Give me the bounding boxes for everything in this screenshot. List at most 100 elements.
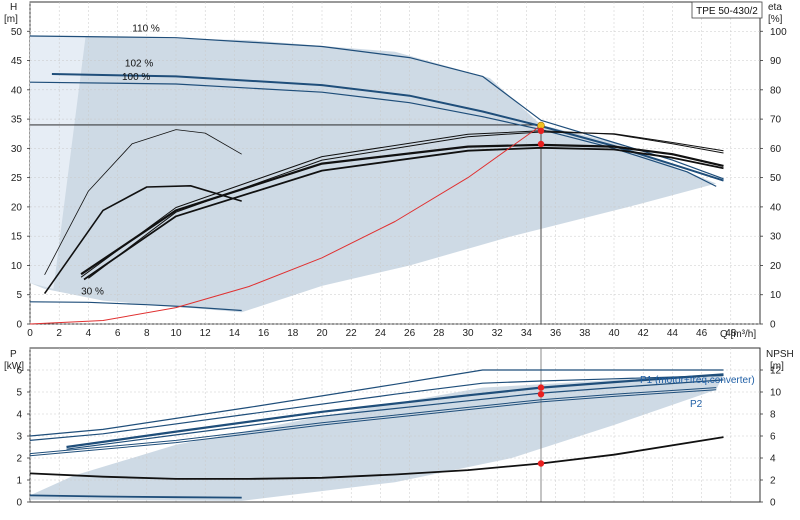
y-right-tick-label: 30 [770,232,782,243]
y-tick-label: 35 [11,115,23,126]
y-tick-label: 50 [11,27,23,38]
y-right-tick-label: 20 [770,261,782,272]
series-line-4 [29,387,717,455]
h-axis-label: H [10,2,17,13]
y-tick-label: 3 [16,432,22,443]
series-line-6 [80,130,724,278]
series-line-7 [88,131,724,279]
legend-p1: P1 (motor+freq.converter) [640,375,755,386]
x-tick-label: 12 [200,328,212,339]
x-tick-label: 40 [608,328,620,339]
p-axis-unit: [kW] [4,361,24,372]
y-tick-label: 40 [11,85,23,96]
y-right-tick-label: 90 [770,56,782,67]
y-tick-label: 0 [16,498,22,509]
duty-point-marker [537,384,545,391]
duty-point-marker [537,460,545,467]
y-tick-label: 5 [16,388,22,399]
y-right-tick-label: 0 [770,320,776,331]
series-line-5 [83,146,724,281]
duty-point-marker [537,391,545,398]
x-tick-label: 38 [579,328,591,339]
y-tick-label: 15 [11,232,23,243]
y-tick-label: 1 [16,476,22,487]
x-tick-label: 46 [696,328,708,339]
p-axis-label: P [10,349,17,360]
x-tick-label: 18 [287,328,299,339]
y-right-tick-label: 4 [770,454,776,465]
y-right-tick-label: 70 [770,115,782,126]
x-tick-label: 8 [144,328,150,339]
y-right-tick-label: 2 [770,476,776,487]
x-tick-label: 10 [170,328,182,339]
y-tick-label: 30 [11,144,23,155]
chart-title-box: TPE 50-430/2 [691,1,763,19]
chart-title: TPE 50-430/2 [696,6,758,17]
y-tick-label: 0 [16,320,22,331]
y-right-tick-label: 8 [770,410,776,421]
y-tick-label: 4 [16,410,22,421]
x-tick-label: 4 [86,328,92,339]
x-tick-label: 34 [521,328,533,339]
duty-point-eta-marker [537,140,545,148]
x-tick-label: 2 [56,328,62,339]
x-tick-label: 28 [433,328,445,339]
series-line-3 [29,301,242,312]
x-tick-label: 24 [375,328,387,339]
y-tick-label: 10 [11,261,23,272]
series-line-4 [80,143,724,276]
operating-region-light [30,36,86,324]
x-tick-label: 44 [667,328,679,339]
series-line-3 [66,379,724,450]
x-tick-label: 26 [404,328,416,339]
curve-label: 100 % [122,72,150,83]
series-line-10 [29,125,542,325]
y-right-tick-label: 10 [770,290,782,301]
eta-axis-unit: [%] [768,14,783,25]
duty-point-head-marker [537,127,545,134]
y-tick-label: 20 [11,202,23,213]
series-line-2 [29,81,717,187]
x-tick-label: 20 [316,328,328,339]
y-right-tick-label: 100 [770,27,787,38]
x-tick-label: 42 [638,328,650,339]
y-tick-label: 6 [16,366,22,377]
series-line-1 [29,374,724,441]
series-line-0 [29,369,724,437]
y-right-tick-label: 0 [770,498,776,509]
y-tick-label: 2 [16,454,22,465]
y-right-tick-label: 12 [770,366,782,377]
x-tick-label: 14 [229,328,241,339]
y-right-tick-label: 80 [770,85,782,96]
operating-region [30,36,717,324]
q-axis-label: Q [m³/h] [720,329,756,340]
x-tick-label: 32 [492,328,504,339]
y-tick-label: 5 [16,290,22,301]
y-right-tick-label: 40 [770,202,782,213]
y-tick-label: 25 [11,173,23,184]
head-efficiency-plot: 0510152025303540455001020304050607080901… [11,1,787,339]
x-tick-label: 36 [550,328,562,339]
curve-label: 30 % [81,287,104,298]
x-tick-label: 6 [115,328,121,339]
y-right-tick-label: 60 [770,144,782,155]
series-line-8 [43,185,242,295]
eta-axis-label: eta [768,2,782,13]
series-line-9 [44,129,242,275]
h-axis-unit: [m] [4,14,18,25]
y-right-tick-label: 10 [770,388,782,399]
series-line-2 [66,373,724,449]
curve-label: 110 % [132,23,160,34]
y-right-tick-label: 50 [770,173,782,184]
series-line-1 [51,73,724,182]
npsh-axis-unit: [m] [770,361,784,372]
curve-label: 102 % [125,58,153,69]
x-tick-label: 22 [346,328,358,339]
x-tick-label: 0 [27,328,33,339]
legend-p2: P2 [690,399,703,410]
x-tick-label: 30 [462,328,474,339]
npsh-axis-label: NPSH [766,349,794,360]
y-right-tick-label: 6 [770,432,776,443]
